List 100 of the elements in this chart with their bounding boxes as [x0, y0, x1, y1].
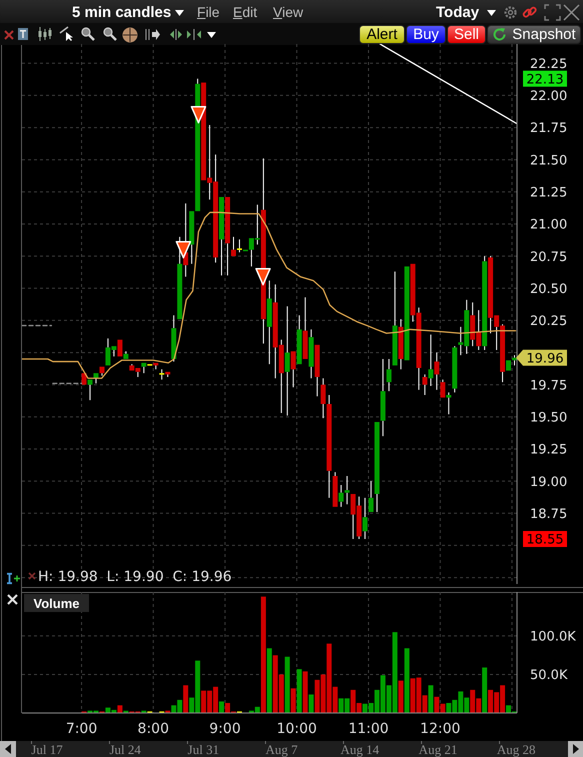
- candlestick: [290, 351, 296, 388]
- candlestick: [123, 350, 128, 359]
- candlestick: [428, 334, 434, 386]
- y-tick-label: 20.25: [530, 314, 568, 330]
- candlestick: [159, 368, 164, 380]
- line-series: [22, 212, 516, 379]
- candlestick: [314, 344, 320, 397]
- bar: [266, 648, 272, 713]
- candlestick: [100, 366, 105, 376]
- candlestick: [452, 346, 458, 393]
- candlestick: [434, 352, 440, 390]
- candlestick: [344, 476, 350, 505]
- button: Buy: [406, 25, 446, 44]
- candlestick: [368, 480, 374, 512]
- y-tick-label: 100.0K: [530, 630, 576, 645]
- y-tick-label: 19.25: [530, 442, 568, 458]
- text: Aug 7: [266, 742, 298, 757]
- candlestick: [165, 372, 170, 378]
- candlestick: [320, 378, 326, 419]
- y-tick-label: 21.50: [530, 153, 568, 168]
- button: Snapshot: [487, 25, 581, 44]
- y-tick-label: 19.75: [530, 378, 568, 394]
- text: Aug 28: [496, 742, 536, 757]
- annotation: H: 19.98 L: 19.90 C: 19.96: [38, 569, 232, 585]
- candlestick: [266, 280, 272, 365]
- bar: [308, 694, 314, 713]
- candlestick: [153, 362, 158, 370]
- bar: [296, 669, 302, 713]
- x-tick-label: 9:00: [209, 720, 241, 737]
- text: Edit: [233, 4, 258, 21]
- candlestick: [512, 354, 517, 366]
- y-tick-label: 18.75: [530, 506, 568, 522]
- candlestick: [398, 318, 404, 370]
- text: Jul 17: [31, 742, 63, 757]
- candlestick: [284, 306, 290, 416]
- tab: Volume: [24, 594, 89, 612]
- text: View: [273, 4, 304, 21]
- bar: [428, 685, 434, 713]
- candlestick: [236, 238, 242, 253]
- candlestick: [362, 497, 368, 540]
- x-tick-label: 10:00: [276, 720, 317, 737]
- text: 22.13: [526, 72, 564, 88]
- y-tick-label: 22.00: [530, 89, 568, 104]
- candlestick: [506, 360, 511, 371]
- y-tick-label: 20.75: [530, 250, 568, 265]
- candlestick: [326, 394, 332, 498]
- text: Aug 14: [340, 742, 380, 757]
- candlestick: [446, 392, 452, 415]
- chart-title: Volume: [34, 596, 80, 610]
- x-tick-label: 12:00: [420, 720, 460, 737]
- text: Jul 31: [188, 742, 220, 757]
- text: File: [197, 4, 220, 21]
- text: Aug 21: [418, 742, 458, 757]
- y-tick-label: 50.0K: [530, 668, 568, 684]
- bar: [284, 656, 290, 713]
- bar: [183, 685, 188, 713]
- point: [190, 106, 206, 124]
- bar: [219, 701, 224, 713]
- text: Today: [436, 4, 480, 22]
- text: Jul 24: [109, 742, 141, 757]
- y-tick-label: 21.75: [530, 121, 568, 136]
- candlestick: [392, 271, 398, 366]
- button: Alert: [359, 25, 405, 44]
- text: 18.55: [526, 532, 564, 548]
- candlestick: [141, 362, 146, 374]
- candlestick: [422, 374, 428, 396]
- y-tick-label: 21.25: [530, 185, 568, 200]
- candlestick: [386, 358, 392, 392]
- point: [255, 268, 271, 286]
- text: 19.96: [526, 351, 564, 366]
- bar: [117, 705, 122, 713]
- bar: [260, 596, 266, 713]
- candlestick: [404, 266, 410, 360]
- candlestick: [219, 197, 224, 276]
- y-tick-label: 19.00: [530, 474, 568, 490]
- chart-title: 5 min candles: [72, 4, 172, 22]
- candlestick: [338, 484, 344, 508]
- candlestick: [231, 236, 236, 256]
- candlestick: [88, 380, 93, 401]
- bar: [482, 668, 488, 713]
- candlestick: [82, 373, 87, 385]
- candlestick: [332, 472, 338, 507]
- x-tick-label: 7:00: [66, 720, 98, 737]
- button: Sell: [447, 25, 486, 44]
- candlestick: [225, 197, 230, 276]
- candlestick: [380, 358, 386, 437]
- candlestick: [482, 256, 488, 350]
- x-tick-label: 8:00: [138, 720, 170, 737]
- bar: [404, 648, 410, 713]
- candlestick: [117, 340, 122, 356]
- y-tick-label: 19.50: [530, 410, 568, 426]
- candlestick: [296, 314, 302, 364]
- bar: [302, 671, 308, 713]
- y-tick-label: 21.00: [530, 218, 568, 233]
- bar: [398, 680, 404, 713]
- y-tick-label: 22.25: [530, 56, 568, 72]
- candlestick: [374, 422, 380, 512]
- bar: [290, 688, 296, 713]
- candlestick: [302, 296, 308, 359]
- y-tick-label: 20.50: [530, 282, 568, 297]
